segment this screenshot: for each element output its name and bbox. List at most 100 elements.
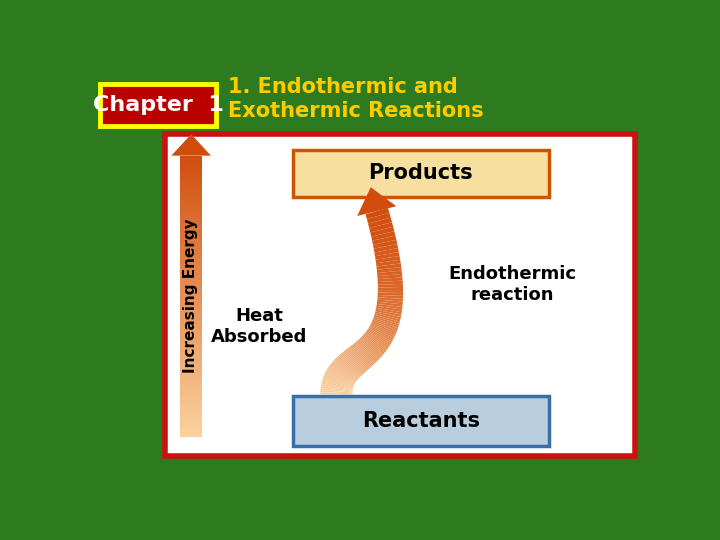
Bar xyxy=(180,328,202,332)
Bar xyxy=(180,212,202,215)
Polygon shape xyxy=(341,353,362,376)
Polygon shape xyxy=(374,244,398,253)
Bar xyxy=(180,339,202,342)
Bar xyxy=(180,381,202,384)
Bar xyxy=(180,244,202,247)
FancyBboxPatch shape xyxy=(100,84,216,126)
Bar xyxy=(180,159,202,163)
Polygon shape xyxy=(354,343,374,366)
Bar xyxy=(180,388,202,391)
Polygon shape xyxy=(377,295,403,299)
Bar xyxy=(180,335,202,339)
Polygon shape xyxy=(369,327,393,342)
Text: Chapter  1: Chapter 1 xyxy=(93,95,224,115)
Polygon shape xyxy=(367,213,391,224)
Polygon shape xyxy=(337,356,359,379)
Bar xyxy=(180,201,202,205)
Bar xyxy=(180,405,202,409)
Bar xyxy=(180,332,202,335)
Bar xyxy=(180,416,202,419)
Bar xyxy=(180,222,202,226)
Polygon shape xyxy=(361,336,382,356)
Polygon shape xyxy=(333,360,357,381)
Polygon shape xyxy=(349,346,369,369)
Polygon shape xyxy=(321,384,353,391)
Polygon shape xyxy=(365,332,388,350)
Polygon shape xyxy=(368,328,392,343)
Bar xyxy=(180,170,202,173)
Bar xyxy=(180,166,202,170)
Bar xyxy=(180,286,202,289)
Polygon shape xyxy=(357,340,378,361)
Bar xyxy=(180,370,202,374)
Text: Endothermic
reaction: Endothermic reaction xyxy=(449,265,577,303)
Bar xyxy=(180,215,202,219)
Polygon shape xyxy=(354,342,374,365)
Bar xyxy=(180,307,202,310)
Bar xyxy=(180,289,202,293)
Polygon shape xyxy=(364,333,387,351)
Polygon shape xyxy=(329,364,356,383)
Polygon shape xyxy=(373,318,399,328)
Bar xyxy=(180,258,202,261)
Polygon shape xyxy=(339,355,361,377)
Polygon shape xyxy=(374,316,400,326)
Polygon shape xyxy=(377,300,402,304)
Polygon shape xyxy=(356,341,376,363)
Polygon shape xyxy=(377,264,401,270)
Polygon shape xyxy=(320,388,353,393)
Bar xyxy=(180,198,202,201)
Bar xyxy=(180,342,202,346)
Bar xyxy=(180,194,202,198)
Polygon shape xyxy=(320,386,353,391)
Bar xyxy=(180,254,202,258)
Polygon shape xyxy=(377,302,402,307)
Polygon shape xyxy=(374,313,400,322)
Polygon shape xyxy=(369,326,394,340)
Polygon shape xyxy=(372,319,398,330)
Bar xyxy=(180,296,202,300)
Polygon shape xyxy=(321,382,353,390)
Bar xyxy=(180,240,202,244)
Bar xyxy=(180,318,202,321)
Bar xyxy=(180,233,202,237)
Polygon shape xyxy=(351,345,372,368)
Polygon shape xyxy=(366,208,390,219)
Bar xyxy=(180,208,202,212)
Bar xyxy=(180,419,202,423)
Polygon shape xyxy=(377,267,402,273)
Polygon shape xyxy=(376,306,402,312)
Polygon shape xyxy=(328,367,355,384)
Bar xyxy=(180,205,202,208)
Polygon shape xyxy=(338,355,360,378)
FancyBboxPatch shape xyxy=(293,396,549,446)
Bar xyxy=(180,314,202,318)
Bar xyxy=(180,261,202,265)
Bar xyxy=(180,184,202,187)
Bar xyxy=(180,349,202,353)
Polygon shape xyxy=(372,321,397,332)
Polygon shape xyxy=(374,248,399,256)
Bar xyxy=(180,384,202,388)
Bar xyxy=(180,310,202,314)
Bar xyxy=(180,251,202,254)
Polygon shape xyxy=(323,377,354,388)
Text: 1. Endothermic and
Exothermic Reactions: 1. Endothermic and Exothermic Reactions xyxy=(228,77,484,120)
Text: Increasing Energy: Increasing Energy xyxy=(184,219,198,373)
Polygon shape xyxy=(370,325,395,338)
Polygon shape xyxy=(324,374,354,387)
Bar xyxy=(180,219,202,222)
Polygon shape xyxy=(171,134,211,156)
Polygon shape xyxy=(343,351,364,374)
Polygon shape xyxy=(344,350,364,374)
Bar xyxy=(180,430,202,433)
Polygon shape xyxy=(357,187,396,216)
Bar xyxy=(180,279,202,282)
Bar xyxy=(180,363,202,367)
Polygon shape xyxy=(330,363,356,382)
Polygon shape xyxy=(378,293,403,296)
Polygon shape xyxy=(348,348,367,371)
Bar xyxy=(180,412,202,416)
Text: Heat
Absorbed: Heat Absorbed xyxy=(211,307,307,346)
Polygon shape xyxy=(348,347,368,370)
